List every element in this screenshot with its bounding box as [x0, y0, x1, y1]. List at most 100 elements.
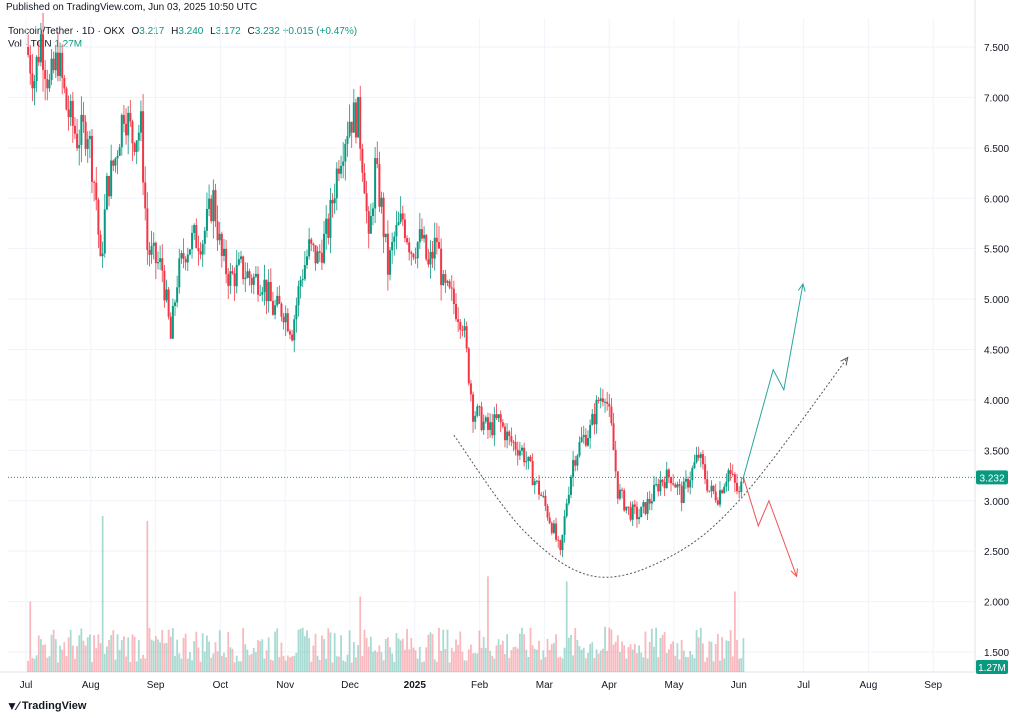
volume-bar [742, 638, 745, 672]
volume-bar [670, 643, 672, 672]
candle-body [623, 490, 626, 511]
volume-bar [595, 649, 598, 672]
candle-body [523, 447, 526, 463]
candle-body [269, 282, 272, 302]
candle-body [182, 253, 185, 259]
volume-bar [378, 645, 381, 672]
volume-bar [193, 641, 196, 672]
candle-body [391, 241, 394, 251]
candle-body [557, 539, 560, 541]
candle-body [120, 115, 123, 148]
candle-body [510, 436, 513, 442]
volume-bar [659, 638, 662, 672]
candle-body [382, 197, 385, 238]
volume-bar [189, 651, 191, 672]
volume-bar [610, 629, 613, 672]
volume-bar [702, 643, 704, 672]
volume-bar [118, 650, 121, 672]
volume-bar [674, 655, 677, 672]
candle-body [27, 47, 30, 55]
candle-body [495, 414, 498, 419]
volume-bar [614, 641, 617, 672]
candle-body [516, 449, 519, 456]
volume-bar [704, 661, 706, 672]
candle-body [555, 523, 558, 540]
candle-body [482, 421, 485, 431]
volume-bar [450, 647, 453, 672]
volume-bar [404, 649, 406, 672]
volume-bar [687, 657, 689, 672]
candle-body [352, 102, 355, 133]
candle-body [440, 248, 443, 286]
volume-bar [695, 630, 698, 672]
candle-body [137, 132, 140, 141]
volume-bar [731, 656, 734, 672]
candle-body [638, 517, 641, 520]
volume-bar [446, 629, 449, 672]
volume-bar [640, 652, 643, 672]
candle-body [150, 245, 153, 255]
candle-body [225, 248, 228, 275]
candle-body [427, 259, 430, 265]
last-price-label: 3.232 [979, 473, 1004, 484]
candle-body [325, 218, 328, 234]
y-tick-label: 2.500 [984, 547, 1009, 558]
volume-bar [538, 640, 540, 672]
symbol-name[interactable]: Toncoin/Tether · 1D · OKX [8, 26, 125, 37]
volume-bar [82, 640, 85, 672]
volume-bar [359, 596, 362, 672]
candle-body [54, 52, 57, 71]
volume-bar [44, 644, 47, 672]
volume-bar [272, 660, 274, 672]
candle-body [359, 97, 362, 149]
candle-body [310, 239, 313, 244]
volume-bar [616, 635, 619, 672]
candle-body [606, 401, 609, 404]
volume-bar [667, 649, 670, 672]
candle-body [218, 233, 221, 241]
volume-bar [163, 643, 166, 672]
close-value: 3.232 [254, 26, 280, 37]
y-tick-label: 3.500 [984, 446, 1009, 457]
volume-bar [580, 649, 583, 672]
volume-bar [631, 649, 634, 672]
candle-body [667, 469, 670, 478]
x-tick-label: Nov [276, 680, 294, 691]
candle-body [431, 251, 434, 259]
volume-bar [265, 650, 268, 672]
volume-bar [218, 630, 221, 672]
volume-bar [548, 650, 551, 672]
volume-bar [269, 659, 272, 672]
volume-label[interactable]: Vol · TON [8, 39, 52, 50]
volume-bar [619, 651, 621, 672]
x-tick-label: Apr [601, 680, 617, 691]
candle-body [497, 414, 500, 419]
volume-bar [197, 647, 200, 672]
candle-body [116, 155, 119, 159]
candle-body [535, 480, 538, 482]
volume-bar [578, 645, 581, 672]
footer-brand[interactable]: ▼⁄ TradingView [6, 699, 86, 713]
volume-bar [261, 639, 264, 672]
volume-bar [54, 639, 57, 672]
volume-bar [33, 658, 36, 672]
volume-bar [212, 653, 215, 672]
candle-body [538, 480, 541, 495]
candle-body [297, 286, 300, 306]
volume-bar [299, 628, 302, 672]
candle-body [291, 334, 294, 341]
volume-bar [461, 651, 464, 672]
volume-bar [27, 660, 30, 672]
candle-body [331, 200, 334, 204]
volume-bar [625, 658, 628, 672]
volume-bar [159, 642, 162, 672]
candle-body [282, 316, 285, 323]
volume-bar [540, 659, 543, 672]
projection-up-arrow [742, 283, 804, 478]
candle-body [531, 461, 534, 486]
volume-bar [276, 628, 279, 672]
candle-body [199, 251, 202, 255]
volume-bar [369, 636, 372, 672]
candle-body [171, 305, 174, 339]
